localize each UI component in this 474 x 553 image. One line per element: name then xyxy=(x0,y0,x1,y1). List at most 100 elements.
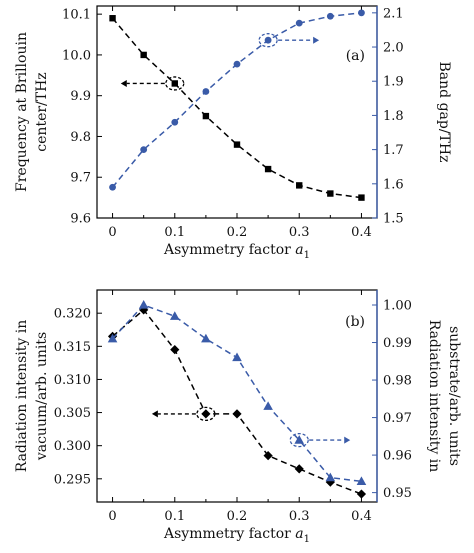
plot-frame xyxy=(96,5,378,219)
annotation-ellipse-0 xyxy=(165,76,185,91)
y-left-tick-label: 0.315 xyxy=(54,340,91,355)
x-tick-label: 0.3 xyxy=(289,225,310,240)
y-left-axis-label: Frequency at Brillouin xyxy=(14,32,30,192)
series-0-point-3 xyxy=(201,409,211,419)
y-left-tick-label: 0.295 xyxy=(54,472,91,487)
y-right-tick-label: 1.8 xyxy=(383,109,404,124)
series-1-point-8 xyxy=(356,476,367,485)
panel-label: (a) xyxy=(346,48,365,64)
y-right-tick-label: 2.1 xyxy=(383,6,404,21)
annotation-arrow-left-0-head xyxy=(151,410,158,418)
annotation-arrow-left-0-head xyxy=(120,79,127,87)
y-left-tick-label: 0.320 xyxy=(54,307,91,322)
series-1-point-8 xyxy=(358,9,365,17)
x-axis-label: Asymmetry factor a1 xyxy=(163,526,310,545)
series-0-point-5 xyxy=(264,165,272,173)
chart-panel-b: 0 0.1 0.2 0.3 0.4 0.295 0.300 0.305 0.310 0.315 0.… xyxy=(14,289,462,545)
x-tick-label: 0.3 xyxy=(289,509,310,524)
y-left-tick-label: 9.8 xyxy=(70,130,91,145)
series-0-point-2 xyxy=(170,345,180,355)
y-right-tick-label: 0.95 xyxy=(383,486,412,501)
annotation-ellipse-0 xyxy=(196,406,216,422)
y-right-tick-label: 1.5 xyxy=(383,212,404,227)
series-1-line xyxy=(112,304,362,483)
series-1-point-0 xyxy=(107,333,118,343)
x-axis-label-prefix: Asymmetry factor xyxy=(163,242,295,258)
y-right-tick-label: 0.97 xyxy=(383,411,412,426)
y-right-tick-label: 1.00 xyxy=(383,299,412,314)
x-tick-label: 0 xyxy=(108,225,116,240)
x-tick-label: 0.4 xyxy=(351,509,372,524)
series-0-point-5 xyxy=(263,451,273,461)
series-1-point-1 xyxy=(140,146,148,154)
series-1-point-6 xyxy=(295,19,303,27)
series-0-line xyxy=(112,308,362,495)
y-right-tick-label: 1.7 xyxy=(383,143,404,158)
y-left-tick-label: 0.300 xyxy=(54,439,91,454)
series-1-point-6 xyxy=(294,435,305,444)
series-1-point-5 xyxy=(264,36,272,44)
y-right-axis-label: Radiation intensity in xyxy=(426,320,442,473)
series-1-point-0 xyxy=(109,183,116,191)
series-1-point-5 xyxy=(263,401,273,410)
series-1-point-3 xyxy=(202,88,210,95)
y-left-axis-label: vacuum/arb. units xyxy=(34,332,50,461)
series-1-point-2 xyxy=(171,118,179,126)
y-left-tick-label: 9.9 xyxy=(70,89,91,104)
y-right-tick-label: 1.6 xyxy=(383,177,404,192)
series-0-point-8 xyxy=(358,194,365,201)
x-axis-label-prefix: Asymmetry factor xyxy=(163,526,295,542)
annotation-ellipse-1 xyxy=(258,33,278,48)
series-0-point-4 xyxy=(233,141,241,148)
y-left-axis-label: center/THz xyxy=(34,72,50,151)
y-right-axis-label: Band gap/THz xyxy=(436,62,452,163)
y-right-axis-label: substrate/arb. units xyxy=(446,326,462,466)
x-tick-label: 0 xyxy=(108,509,116,524)
series-1-point-1 xyxy=(138,300,149,309)
y-right-tick-label: 0.96 xyxy=(383,449,412,464)
x-tick-label: 0.1 xyxy=(164,225,185,240)
series-1-line xyxy=(111,12,362,188)
y-left-tick-label: 9.7 xyxy=(70,171,91,186)
series-0-line xyxy=(111,17,362,199)
series-0-point-6 xyxy=(294,464,304,474)
y-left-tick-label: 10.1 xyxy=(62,8,91,23)
x-tick-label: 0.2 xyxy=(227,509,248,524)
series-1-point-2 xyxy=(169,311,180,320)
series-1-point-4 xyxy=(233,60,241,68)
annotation-arrow-right-1-head xyxy=(344,436,351,444)
series-0-point-8 xyxy=(356,489,367,499)
series-1-point-4 xyxy=(232,352,242,362)
chart-panel-a: 0 0.1 0.2 0.3 0.4 9.6 9.7 9.8 9.9 10.0 10.1 1.5 1.6 1… xyxy=(14,5,452,261)
y-left-tick-label: 10.0 xyxy=(62,48,91,63)
series-1-point-3 xyxy=(201,333,211,343)
x-axis-label-var: a xyxy=(295,526,303,542)
annotation-ellipse-1 xyxy=(289,432,309,448)
y-left-tick-label: 0.305 xyxy=(54,406,91,421)
series-0-point-0 xyxy=(109,15,116,22)
x-axis-label-var: a xyxy=(295,242,303,258)
x-axis-label-sub: 1 xyxy=(304,534,310,545)
panel-label: (b) xyxy=(345,314,365,330)
series-1-point-7 xyxy=(326,12,334,20)
series-0-point-3 xyxy=(202,112,210,120)
x-tick-label: 0.4 xyxy=(351,225,372,240)
y-left-tick-label: 0.310 xyxy=(54,373,91,388)
y-left-axis-label: Radiation intensity in xyxy=(14,320,30,473)
y-right-tick-label: 0.99 xyxy=(383,336,412,351)
annotation-arrow-right-1-head xyxy=(313,36,320,44)
series-0-point-6 xyxy=(296,182,303,189)
x-axis-label-sub: 1 xyxy=(304,250,310,261)
plot-frame xyxy=(96,289,378,503)
x-tick-label: 0.2 xyxy=(227,225,248,240)
y-right-tick-label: 0.98 xyxy=(383,374,412,389)
series-0-point-7 xyxy=(327,190,334,197)
series-0-point-1 xyxy=(140,51,147,59)
y-right-tick-label: 2.0 xyxy=(383,41,404,56)
x-axis-label: Asymmetry factor a1 xyxy=(163,242,310,261)
series-0-point-4 xyxy=(232,409,242,419)
y-left-tick-label: 9.6 xyxy=(70,212,91,227)
y-right-tick-label: 1.9 xyxy=(383,75,404,90)
series-0-point-2 xyxy=(171,80,178,87)
